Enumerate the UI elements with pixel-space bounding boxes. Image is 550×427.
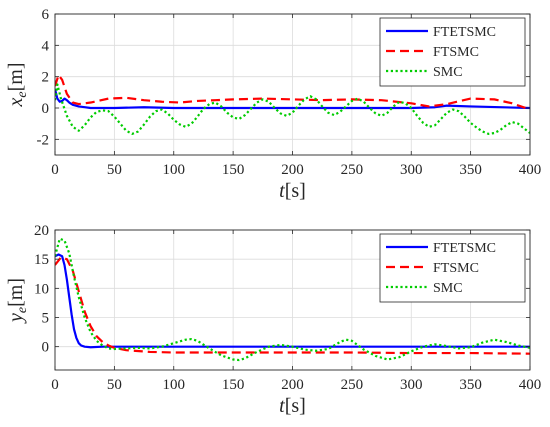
x-tick-label: 350 bbox=[459, 162, 482, 178]
y-tick-label: -2 bbox=[37, 132, 50, 148]
legend-box bbox=[379, 233, 526, 303]
x-tick-label: 300 bbox=[400, 162, 423, 178]
legend-label-smc: SMC bbox=[433, 65, 463, 80]
y-tick-label: 10 bbox=[34, 281, 49, 297]
x-axis-label: t[s] bbox=[279, 180, 306, 202]
x-tick-label: 150 bbox=[222, 162, 245, 178]
x-tick-label: 100 bbox=[163, 162, 186, 178]
legend: FTETSMC FTSMC SMC bbox=[379, 233, 526, 303]
y-tick-label: 15 bbox=[34, 252, 49, 268]
y-tick-label: 0 bbox=[42, 340, 50, 356]
y-tick-label: 6 bbox=[42, 7, 50, 23]
legend-label-ftetsmc: FTETSMC bbox=[433, 25, 496, 40]
x-tick-label: 0 bbox=[51, 162, 59, 178]
y-tick-label: 5 bbox=[42, 311, 50, 327]
x-tick-label: 250 bbox=[341, 377, 364, 393]
series-line-smc bbox=[55, 237, 530, 362]
y-axis-label: xe[m] bbox=[5, 63, 30, 108]
y-axis-label: ye[m] bbox=[5, 278, 30, 324]
series-line-smc bbox=[55, 83, 530, 135]
x-tick-label: 300 bbox=[400, 377, 423, 393]
y-tick-label: 20 bbox=[34, 223, 49, 239]
x-tick-label: 200 bbox=[281, 162, 304, 178]
y-tick-label: 2 bbox=[42, 70, 50, 86]
x-tick-label: 250 bbox=[341, 162, 364, 178]
x-tick-label: 100 bbox=[163, 377, 186, 393]
legend-label-ftetsmc: FTETSMC bbox=[433, 241, 496, 256]
x-tick-label: 200 bbox=[281, 377, 304, 393]
x-axis-label: t[s] bbox=[279, 395, 306, 417]
x-tick-label: 400 bbox=[519, 162, 542, 178]
chart-panel-1: 0 50 100 150 200 250 300 350 400-20246xe[m]t[s]F… bbox=[5, 7, 541, 202]
series-line-ftetsmc bbox=[55, 253, 530, 349]
legend-label-smc: SMC bbox=[433, 281, 463, 296]
x-tick-label: 150 bbox=[222, 377, 245, 393]
series-line-ftsmc bbox=[55, 73, 530, 111]
x-tick-label: 50 bbox=[107, 162, 122, 178]
legend-label-ftsmc: FTSMC bbox=[433, 261, 479, 276]
series-line-ftetsmc bbox=[55, 88, 530, 110]
chart-panel-2: 0 50 100 150 200 250 300 350 400 0 5 10 15 20 ye[m] t[s… bbox=[5, 223, 541, 417]
x-tick-label: 50 bbox=[107, 377, 122, 393]
legend: FTETSMC FTSMC SMC bbox=[379, 17, 526, 87]
y-tick-label: 0 bbox=[42, 101, 50, 117]
x-tick-label: 400 bbox=[519, 377, 542, 393]
y-tick-label: 4 bbox=[42, 38, 50, 54]
x-tick-label: 0 bbox=[51, 377, 59, 393]
legend-label-ftsmc: FTSMC bbox=[433, 45, 479, 60]
x-tick-label: 350 bbox=[459, 377, 482, 393]
